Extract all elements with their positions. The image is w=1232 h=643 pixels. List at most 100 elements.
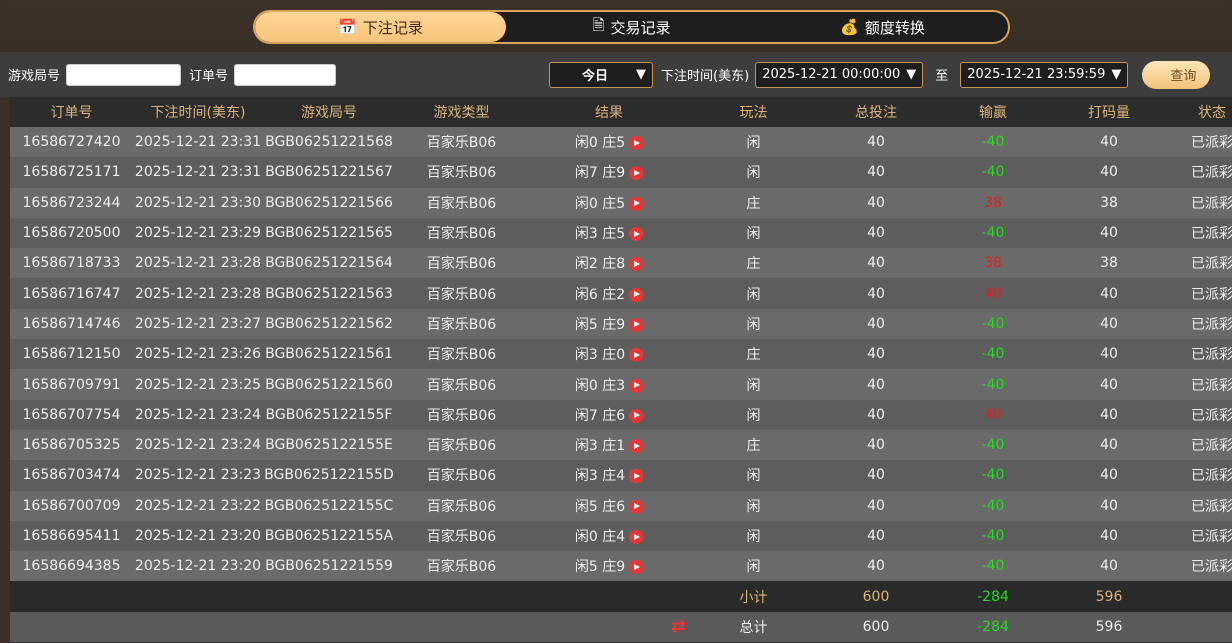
order-input[interactable] [234, 63, 337, 86]
end-time-value: 2025-12-21 23:59:59 [967, 67, 1106, 82]
table-row: 16586716747 2025-12-21 23:28 BGB0625122156… [10, 278, 1232, 309]
play-replay-icon[interactable] [629, 136, 644, 151]
round-label: 游戏局号 [8, 69, 61, 84]
refresh-icon[interactable]: ⇄ [670, 616, 686, 638]
dropdown-arrow-icon: ▼ [906, 67, 917, 82]
result-text: 闲5 庄9 [574, 316, 626, 333]
query-button[interactable]: 查询 [1142, 60, 1211, 89]
cell: 600 [817, 611, 935, 643]
round-no-text: BGB0625122155C [264, 497, 394, 514]
cell-turnover: 40 [1051, 339, 1167, 370]
turnover-text: 38 [1100, 194, 1118, 211]
table-row: 16586712150 2025-12-21 23:26 BGB0625122156… [10, 339, 1232, 370]
round-no-text: BGB06251221561 [265, 346, 393, 363]
cell-round-no: BGB06251221563 [263, 278, 395, 309]
cell-bet-time: 2025-12-21 23:28 [133, 278, 263, 309]
play-replay-icon[interactable] [629, 530, 644, 544]
play-replay-icon[interactable] [629, 227, 644, 242]
table-row: 16586705325 2025-12-21 23:24 BGB0625122155… [10, 429, 1232, 461]
cell-bet-type: 庄 [690, 339, 817, 370]
result-text: 闲5 庄9 [574, 559, 626, 576]
total-bet-text: 40 [867, 497, 885, 514]
play-replay-icon[interactable] [629, 317, 644, 332]
round-no-text: BGB06251221568 [265, 134, 393, 151]
cell-result: 闲7 庄6 [528, 399, 690, 430]
win-loss-text: -40 [981, 225, 1005, 242]
total-bet-text: 40 [867, 315, 885, 332]
document-icon: 🗎 [592, 15, 605, 34]
play-replay-icon[interactable] [629, 196, 644, 211]
tab-credit-transfer[interactable]: 💰 额度转换 [757, 12, 1008, 42]
turnover-text: 40 [1100, 134, 1118, 151]
play-replay-icon[interactable] [629, 378, 644, 393]
start-time-select[interactable]: 2025-12-21 00:00:00 ▼ [755, 61, 924, 88]
bet-time-text: 2025-12-21 23:31 [134, 164, 262, 181]
status-text: 已派彩 [1191, 498, 1232, 515]
cell-turnover: 40 [1051, 278, 1167, 309]
cell-turnover: 40 [1051, 308, 1167, 340]
bet-time-text: 2025-12-21 23:24 [134, 437, 262, 454]
bet-type-text: 闲 [746, 498, 761, 515]
tab-bet-records[interactable]: 📅 下注记录 [255, 12, 506, 42]
cell-status: 已派彩 [1167, 278, 1232, 309]
table-row: 16586725171 2025-12-21 23:31 BGB0625122156… [10, 157, 1232, 188]
column-header-bet-time: 下注时间(美东) [133, 97, 263, 127]
cell-bet-time: 2025-12-21 23:29 [133, 217, 263, 249]
cell-bet-type: 闲 [690, 217, 817, 249]
order-no-text: 16586723244 [22, 194, 121, 211]
bet-type-text: 庄 [746, 438, 761, 455]
cell-order-no: 16586714746 [10, 308, 133, 340]
game-type-text: 百家乐B06 [426, 468, 497, 485]
play-replay-icon[interactable] [629, 166, 644, 181]
cell-game-type: 百家乐B06 [395, 399, 528, 430]
cell-bet-time: 2025-12-21 23:20 [133, 520, 263, 552]
tab-transaction-records[interactable]: 🗎 交易记录 [506, 12, 757, 42]
play-replay-icon[interactable] [629, 469, 644, 484]
play-replay-icon[interactable] [629, 408, 644, 423]
cell-turnover: 40 [1051, 490, 1167, 521]
cell-bet-type: 闲 [690, 308, 817, 340]
table-row: 16586700709 2025-12-21 23:22 BGB0625122155… [10, 490, 1232, 521]
cell-bet-type: 闲 [690, 127, 817, 158]
play-replay-icon[interactable] [629, 348, 644, 363]
cell-result: 闲5 庄6 [528, 490, 690, 521]
cell-game-type: 百家乐B06 [395, 369, 528, 400]
cell-game-type: 百家乐B06 [395, 520, 528, 552]
result-text: 闲3 庄5 [574, 226, 626, 243]
bet-time-text: 2025-12-21 23:30 [134, 194, 262, 211]
result-text: 闲5 庄6 [574, 498, 626, 515]
play-replay-icon[interactable] [629, 499, 644, 514]
cell-order-no: 16586709791 [10, 369, 133, 400]
cell-game-type: 百家乐B06 [395, 490, 528, 521]
round-input[interactable] [66, 63, 182, 86]
play-replay-icon[interactable] [629, 439, 644, 454]
cell-game-type: 百家乐B06 [395, 127, 528, 158]
table-row: 16586695411 2025-12-21 23:20 BGB0625122155… [10, 520, 1232, 552]
period-select[interactable]: 今日 ▼ [549, 61, 654, 88]
cell-total-bet: 40 [817, 187, 935, 218]
cell-status: 已派彩 [1167, 460, 1232, 491]
cell-bet-time: 2025-12-21 23:20 [133, 551, 263, 582]
play-replay-icon[interactable] [629, 257, 644, 272]
time-label: 下注时间(美东) [661, 69, 750, 84]
cell [10, 611, 133, 643]
cell-order-no: 16586718733 [10, 248, 133, 279]
column-header-total-bet: 总投注 [817, 97, 935, 127]
cell-total-bet: 40 [817, 399, 935, 430]
result-text: 闲3 庄1 [574, 438, 626, 455]
cell: 600 [817, 581, 935, 612]
game-type-text: 百家乐B06 [426, 559, 497, 576]
column-header-status: 状态 [1167, 97, 1232, 127]
game-type-text: 百家乐B06 [426, 347, 497, 364]
end-time-select[interactable]: 2025-12-21 23:59:59 ▼ [960, 61, 1129, 88]
play-replay-icon[interactable] [629, 287, 644, 302]
column-header-win-loss: 输赢 [935, 97, 1051, 127]
play-replay-icon[interactable] [629, 560, 644, 575]
win-loss-text: -40 [981, 164, 1005, 181]
win-loss-text: -40 [981, 376, 1005, 393]
win-loss-text: -40 [981, 315, 1005, 332]
total-bet-text: 40 [867, 285, 885, 302]
cell-bet-type: 闲 [690, 520, 817, 552]
cell-total-bet: 40 [817, 157, 935, 188]
bet-type-text: 闲 [746, 529, 761, 545]
